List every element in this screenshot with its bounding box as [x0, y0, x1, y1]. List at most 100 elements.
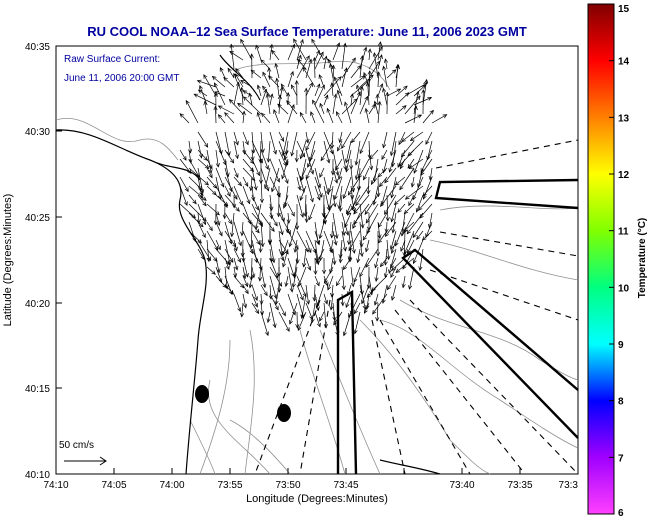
current-vector — [377, 176, 379, 197]
current-vector-head — [222, 214, 227, 220]
current-vector-head — [314, 257, 319, 263]
current-vector-head — [342, 265, 347, 271]
current-vector-head — [281, 174, 286, 180]
current-vector-head — [286, 219, 291, 224]
current-vector-head — [287, 229, 291, 235]
current-vector — [390, 257, 397, 269]
current-vector — [377, 54, 383, 70]
current-vector-head — [377, 234, 382, 240]
current-vector-head — [350, 282, 355, 288]
current-vector-head — [244, 282, 249, 288]
current-vector — [240, 39, 253, 61]
current-vector-head — [237, 258, 242, 263]
current-vector — [323, 293, 328, 305]
current-vector — [287, 44, 295, 61]
current-vector — [312, 100, 325, 124]
current-vector — [262, 85, 271, 97]
current-vector-head — [417, 206, 423, 211]
current-vector — [384, 266, 388, 278]
current-vector — [287, 230, 299, 250]
current-vector-head — [344, 223, 348, 228]
colorbar-tick-label: 9 — [618, 340, 624, 351]
current-vector — [215, 248, 230, 265]
current-vector-head — [246, 199, 251, 205]
current-vector — [241, 221, 244, 236]
current-vector — [203, 74, 217, 97]
current-vector — [359, 55, 363, 79]
current-vector — [413, 149, 424, 174]
current-vector-head — [406, 229, 411, 235]
current-vector-head — [227, 67, 232, 73]
current-vector — [305, 59, 312, 79]
current-vector — [223, 77, 235, 88]
current-vector — [419, 203, 433, 219]
current-vector — [233, 248, 242, 263]
current-vector — [384, 194, 397, 215]
current-vector-head — [237, 307, 242, 313]
current-vector — [278, 239, 289, 255]
current-vector — [251, 302, 259, 314]
current-vector-head — [225, 265, 230, 271]
current-vector-head — [422, 192, 427, 197]
current-vector — [334, 76, 343, 97]
current-vector — [299, 185, 307, 201]
current-vector-head — [185, 99, 190, 105]
current-vector — [218, 105, 235, 115]
current-vector-head — [401, 283, 406, 289]
current-vector — [374, 158, 379, 182]
current-vector — [260, 212, 275, 232]
current-vector-head — [235, 67, 240, 73]
current-vector — [359, 221, 363, 247]
current-vector — [375, 266, 379, 282]
current-vector-head — [344, 167, 349, 173]
current-vector-head — [379, 262, 385, 268]
current-vector — [260, 59, 271, 70]
current-vector — [418, 194, 433, 211]
current-vector-head — [269, 214, 274, 220]
current-vector-head — [383, 261, 388, 266]
current-vector-head — [280, 137, 285, 143]
current-vector-head — [401, 137, 406, 143]
current-vector-head — [299, 176, 304, 182]
current-vector — [269, 266, 282, 287]
current-vector-head — [241, 110, 246, 116]
current-vector-head — [286, 100, 291, 105]
current-vector — [197, 167, 204, 194]
current-vector-head — [242, 150, 247, 155]
current-vector-head — [395, 268, 400, 274]
current-vector — [332, 42, 340, 61]
current-vector-head — [366, 229, 371, 234]
current-vector — [215, 106, 217, 124]
current-vector-head — [179, 113, 185, 118]
current-vector-head — [294, 80, 299, 85]
current-vector — [420, 149, 433, 173]
current-vector-head — [408, 285, 413, 290]
x-tick-label: 74:00 — [159, 480, 184, 491]
current-vector — [286, 221, 289, 233]
current-vector-head — [226, 151, 231, 156]
current-vector-head — [404, 195, 410, 200]
current-vector — [307, 149, 316, 168]
current-vector-head — [331, 64, 336, 70]
current-vector-head — [262, 71, 267, 77]
current-vector-head — [348, 246, 353, 252]
current-vector-head — [258, 265, 263, 271]
current-vector — [215, 194, 229, 206]
current-vector — [318, 74, 325, 88]
current-vector-head — [388, 168, 393, 173]
current-vector-head — [260, 242, 265, 248]
current-vector — [229, 99, 244, 115]
current-vector — [215, 257, 220, 273]
current-vector — [287, 212, 290, 224]
current-vector-head — [316, 83, 321, 89]
x-tick-label: 74:10 — [43, 480, 68, 491]
current-vector-head — [260, 59, 265, 64]
current-vector-head — [403, 229, 407, 234]
current-vector-head — [292, 273, 297, 279]
current-vector-head — [242, 274, 247, 280]
current-vector — [326, 108, 334, 124]
scale-label: 50 cm/s — [59, 440, 94, 451]
current-vector-head — [182, 156, 187, 161]
current-vector-head — [375, 251, 381, 257]
current-vector — [251, 293, 258, 308]
